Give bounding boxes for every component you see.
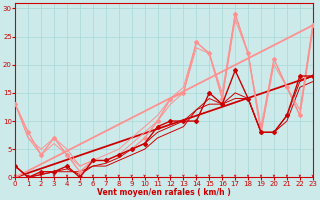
X-axis label: Vent moyen/en rafales ( km/h ): Vent moyen/en rafales ( km/h ) bbox=[97, 188, 231, 197]
